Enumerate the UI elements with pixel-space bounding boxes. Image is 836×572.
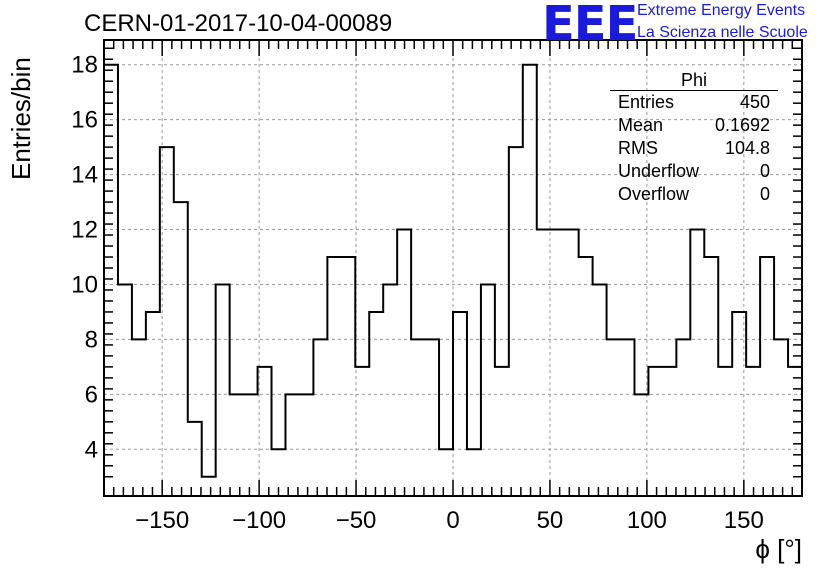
x-tick-label: −50 [336, 507, 377, 534]
stats-value: 0 [759, 161, 770, 181]
y-tick-label: 6 [85, 381, 98, 408]
y-tick-label: 12 [71, 217, 98, 244]
x-tick-label: 50 [537, 507, 564, 534]
y-tick-label: 16 [71, 107, 98, 134]
histogram-outline [104, 63, 802, 478]
stats-row-mean: Mean 0.1692 [610, 114, 778, 137]
x-tick-label: 150 [724, 507, 764, 534]
stats-label: Underflow [618, 161, 700, 181]
y-tick-label: 18 [71, 52, 98, 79]
stats-name: Phi [610, 70, 778, 91]
stats-value: 450 [739, 92, 770, 112]
stats-box: Phi Entries 450 Mean 0.1692 RMS 104.8 Un… [610, 70, 778, 206]
tick-labels: −150 −100 −50 0 50 100 150 4 6 8 10 12 14 16 18 [71, 52, 764, 534]
stats-row-entries: Entries 450 [610, 91, 778, 114]
logo-text-line-2: La Scienza nelle Scuole [637, 24, 808, 41]
stats-row-underflow: Underflow 0 [610, 160, 778, 183]
stats-label: RMS [618, 138, 658, 158]
axis-ticks [104, 40, 802, 496]
x-tick-label: −150 [135, 507, 189, 534]
y-tick-label: 4 [85, 436, 98, 463]
x-tick-label: 0 [446, 507, 459, 534]
stats-row-rms: RMS 104.8 [610, 137, 778, 160]
y-axis-label: Entries/bin [6, 57, 36, 180]
chart-title: CERN-01-2017-10-04-00089 [84, 10, 393, 37]
stats-row-overflow: Overflow 0 [610, 183, 778, 206]
y-tick-label: 8 [85, 326, 98, 353]
stats-value: 0 [759, 184, 770, 204]
stats-value: 104.8 [724, 138, 770, 158]
stats-label: Overflow [618, 184, 690, 204]
y-tick-label: 10 [71, 271, 98, 298]
stats-value: 0.1692 [714, 115, 770, 135]
x-axis-label: ϕ [°] [755, 534, 802, 564]
eee-logo: EEE [542, 0, 638, 52]
x-tick-label: 100 [627, 507, 667, 534]
y-tick-label: 14 [71, 162, 98, 189]
stats-label: Entries [618, 92, 675, 112]
logo-text-line-1: Extreme Energy Events [637, 2, 806, 19]
x-tick-label: −100 [232, 507, 286, 534]
stats-label: Mean [618, 115, 664, 135]
